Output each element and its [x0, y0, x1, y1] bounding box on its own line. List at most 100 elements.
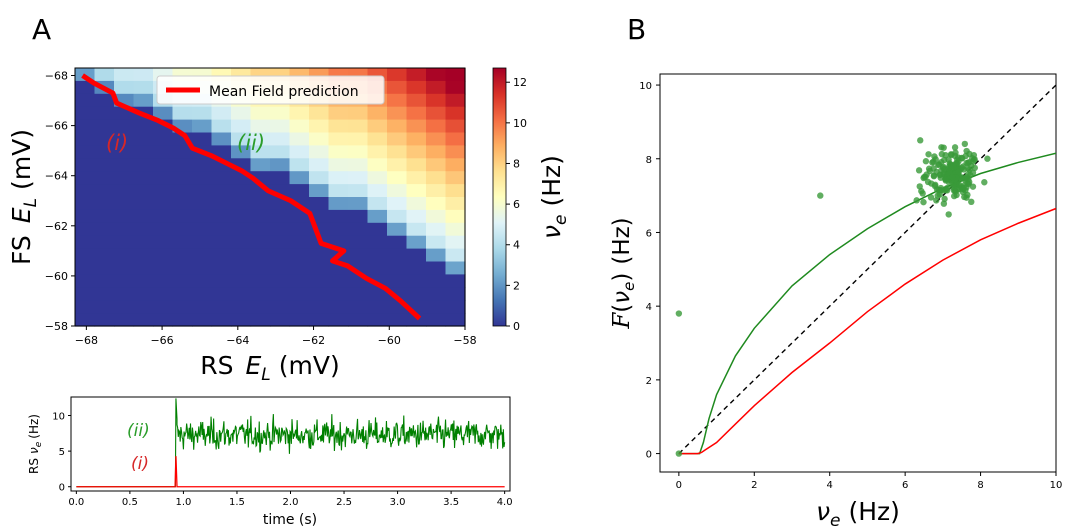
heatmap-cell — [75, 248, 96, 263]
heatmap-cell — [211, 248, 232, 263]
heatmap-cell — [367, 197, 388, 211]
x-tick-label: −60 — [378, 334, 401, 347]
heatmap-cell — [387, 209, 408, 224]
heatmap-cell — [328, 222, 349, 237]
heatmap-cell — [348, 300, 369, 314]
panel-label-b: B — [627, 13, 646, 46]
heatmap-cell — [133, 171, 154, 185]
heatmap-cell — [445, 184, 466, 198]
heatmap-cell — [172, 184, 193, 198]
heatmap-cell — [133, 145, 154, 159]
heatmap-cell — [309, 261, 330, 275]
heatmap-cell — [211, 274, 232, 288]
heatmap-cell — [367, 106, 388, 121]
colorbar — [492, 67, 507, 327]
heatmap-cell — [192, 248, 213, 263]
heatmap-cell — [211, 132, 232, 146]
heatmap-cell — [270, 235, 291, 250]
heatmap-cell — [211, 209, 232, 224]
heatmap-cell — [328, 119, 349, 134]
heatmap-cell — [231, 261, 252, 275]
heatmap-cell — [153, 313, 174, 327]
heatmap-cell — [289, 261, 310, 275]
heatmap-cell — [231, 209, 252, 224]
heatmap-cell — [172, 171, 193, 185]
heatmap-cell — [309, 287, 330, 301]
heatmap-cell — [114, 235, 135, 250]
y-tick-label: 10 — [52, 412, 65, 423]
heatmap-cell — [153, 184, 174, 198]
scatter-point — [970, 158, 977, 165]
x-tick-label: −62 — [302, 334, 325, 347]
heatmap-cell — [172, 209, 193, 224]
heatmap-cell — [367, 209, 388, 224]
heatmap-cell — [426, 145, 447, 159]
heatmap-cell — [348, 171, 369, 185]
heatmap-cell — [94, 171, 115, 185]
heatmap-cell — [289, 209, 310, 224]
x-tick-label: 8 — [977, 480, 983, 491]
scatter-point — [920, 174, 927, 182]
scatter-y-label: F(νe)(Hz) — [609, 217, 638, 329]
heatmap-cell — [192, 158, 213, 172]
heatmap-cell — [75, 300, 96, 314]
heatmap-cell — [250, 287, 271, 301]
heatmap-cell — [94, 68, 115, 82]
heatmap-cell — [328, 106, 349, 121]
heatmap-x-label: RS EL (mV) — [200, 351, 340, 385]
heatmap-cell — [114, 313, 135, 327]
y-tick-label: 0 — [646, 450, 652, 461]
heatmap-cell — [75, 119, 96, 134]
heatmap-cell — [114, 300, 135, 314]
x-tick-label: 1.0 — [175, 497, 191, 508]
x-tick-label: 10 — [1050, 480, 1063, 491]
heatmap-cell — [289, 106, 310, 121]
heatmap-cell — [172, 287, 193, 301]
heatmap-cell — [114, 171, 135, 185]
trace-i — [76, 456, 505, 488]
heatmap-cell — [250, 145, 271, 159]
heatmap-cell — [94, 158, 115, 172]
heatmap-cell — [231, 300, 252, 314]
heatmap-cell — [426, 248, 447, 263]
heatmap-cell — [289, 248, 310, 263]
scatter-points — [675, 137, 991, 457]
heatmap-cell — [426, 132, 447, 146]
heatmap-cell — [133, 119, 154, 134]
heatmap-cell — [406, 132, 427, 146]
x-tick-label: 4 — [827, 480, 833, 491]
heatmap-cell — [309, 132, 330, 146]
heatmap-cell — [445, 209, 466, 224]
heatmap-cell — [309, 274, 330, 288]
colorbar-tick-label: 0 — [513, 320, 520, 333]
heatmap-cell — [328, 171, 349, 185]
heatmap-cell — [172, 313, 193, 327]
heatmap-cell — [426, 261, 447, 275]
heatmap-cell — [153, 261, 174, 275]
heatmap-cell — [114, 222, 135, 237]
y-tick-label: 8 — [646, 155, 652, 166]
heatmap-cell — [133, 209, 154, 224]
heatmap-cell — [387, 132, 408, 146]
heatmap-cell — [270, 287, 291, 301]
heatmap-cell — [94, 248, 115, 263]
heatmap-cell — [94, 235, 115, 250]
heatmap-cell — [192, 300, 213, 314]
heatmap-cell — [289, 132, 310, 146]
heatmap-cell — [328, 287, 349, 301]
heatmap-cell — [289, 145, 310, 159]
heatmap-cell — [367, 248, 388, 263]
trace-ii — [76, 398, 506, 488]
colorbar-tick-label: 2 — [513, 279, 520, 292]
heatmap-cell — [406, 158, 427, 172]
heatmap-cell — [445, 106, 466, 121]
scatter-point — [965, 180, 972, 188]
heatmap-cell — [231, 222, 252, 237]
heatmap-cell — [133, 287, 154, 301]
heatmap-cell — [406, 222, 427, 237]
heatmap-cell — [270, 274, 291, 288]
heatmap-cell — [406, 119, 427, 134]
scatter-axes: 0 2 4 6 8 10 0 2 4 6 8 10 — [639, 81, 1062, 491]
heatmap-cell — [94, 197, 115, 211]
